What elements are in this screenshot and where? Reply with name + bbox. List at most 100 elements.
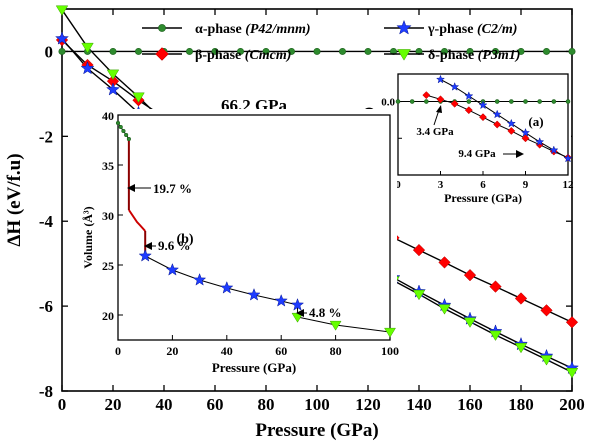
main-data-point [81, 42, 94, 54]
main-data-point [339, 47, 346, 55]
inset-a-panel-label: (a) [528, 114, 543, 129]
legend-label-group: (P3m1) [478, 48, 521, 63]
main-data-point [514, 342, 528, 354]
inset-a-data-point [435, 74, 446, 84]
main-data-point [466, 47, 474, 55]
inset-b-x-axis-label: Pressure (GPa) [212, 360, 296, 375]
inset-a-data-point [450, 99, 459, 108]
inset-a-data-point [509, 99, 514, 104]
inset-b-x-tick-label: 0 [115, 344, 121, 358]
inset-b-data-point [124, 132, 129, 138]
inset-a-data-point [537, 99, 542, 104]
legend-label: γ-phase (C2/m) [427, 22, 517, 37]
legend-label-phase: α-phase [195, 22, 245, 37]
legend-label: β-phase (Cmcm) [195, 48, 291, 63]
inset-a-data-point [464, 91, 474, 100]
legend-label-group: (C2/m) [477, 22, 517, 37]
inset-b-data-point [329, 320, 342, 331]
inset-a-data-point [492, 109, 502, 119]
main-data-point [132, 92, 145, 103]
inset-a-x-tick-label: 6 [480, 179, 486, 191]
inset-a-x-tick-label: 9 [523, 179, 529, 191]
inset-b-arrowhead [127, 184, 135, 192]
legend-label-group: (P42/mnm) [245, 22, 310, 37]
main-data-point [492, 47, 499, 55]
main-data-point [489, 330, 502, 341]
legend-marker [155, 47, 169, 61]
main-x-tick-label: 80 [258, 395, 275, 414]
main-data-point [58, 47, 66, 55]
main-x-tick-label: 0 [58, 395, 67, 414]
inset-b-arrowhead [144, 242, 152, 250]
inset-a-data-point [479, 113, 487, 122]
main-y-axis-label: ΔH (eV/f.u) [4, 153, 25, 246]
main-x-tick-label: 100 [304, 395, 330, 414]
main-data-point [565, 368, 579, 379]
inset-a-data-point [535, 137, 545, 146]
legend-marker [158, 24, 166, 32]
inset-a-y-tick-label: 0.0 [381, 97, 395, 109]
inset-b-x-tick-label: 80 [330, 344, 342, 358]
inset-b-data-point [118, 124, 123, 130]
inset-b-x-tick-label: 40 [221, 344, 233, 358]
legend-label: δ-phase (P3m1) [428, 48, 520, 63]
inset-b: 0 20 40 60 80 100 20 25 30 35 40 Pressure (GPa) Volu… [81, 109, 399, 378]
main-data-point [489, 280, 502, 293]
main-data-point [262, 47, 270, 55]
main-data-point [543, 47, 550, 55]
inset-b-y-tick-label: 20 [102, 309, 114, 323]
inset-a-data-point [563, 153, 573, 163]
inset-a-x-tick-label: 0 [395, 179, 401, 191]
legend-label-group: (Cmcm) [245, 48, 292, 63]
inset-a-arrow-line [433, 109, 440, 126]
legend-marker [396, 19, 412, 35]
main-x-axis-label: Pressure (GPa) [255, 420, 378, 441]
inset-b-data-point [274, 293, 288, 307]
inset-b-data-point [220, 280, 234, 294]
main-data-point [438, 256, 451, 269]
inset-a-data-point [409, 99, 415, 104]
inset-a-data-point [523, 99, 528, 104]
legend-marker [397, 49, 411, 61]
inset-b-data-point [290, 297, 305, 311]
inset-b-annotation-4-8: 4.8 % [309, 305, 342, 320]
inset-a-x-tick-label: 12 [563, 179, 575, 191]
inset-a-data-point [395, 99, 401, 104]
main-data-point [186, 47, 193, 55]
main-x-tick-label: 140 [406, 395, 432, 414]
main-data-point [568, 47, 576, 55]
inset-b-data-point [384, 327, 396, 338]
inset-a-data-point [521, 134, 530, 143]
inset-a-annotation-9-4: 9.4 GPa [458, 148, 496, 160]
main-data-point [540, 355, 553, 366]
inset-a-annotation-3-4: 3.4 GPa [416, 126, 454, 138]
inset-b-x-tick-label: 20 [166, 344, 178, 358]
main-data-point [109, 47, 117, 55]
main-y-tick-label: -2 [39, 127, 53, 146]
inset-b-y-tick-label: 30 [102, 209, 114, 223]
inset-a-arrowhead [516, 150, 524, 158]
inset-a-data-point [450, 81, 460, 91]
inset-b-data-point [192, 272, 207, 286]
main-y-tick-label: 0 [45, 42, 54, 61]
inset-b-x-tick-label: 100 [381, 344, 399, 358]
inset-b-frame [117, 114, 391, 341]
main-data-point [237, 47, 244, 55]
inset-a-data-point [506, 118, 516, 128]
inset-b-x-tick-label: 60 [275, 344, 287, 358]
main-x-tick-label: 40 [156, 395, 173, 414]
inset-a-data-point [551, 99, 557, 104]
main-x-tick-label: 20 [105, 395, 122, 414]
legend: α-phase (P42/mnm) γ-phase (C2/m) β-phase (… [142, 19, 520, 63]
inset-b-arrowhead [296, 309, 304, 317]
legend-label-phase: γ-phase [427, 22, 477, 37]
inset-b-annotation-9-6: 9.6 % [158, 238, 191, 253]
main-data-point [565, 316, 579, 329]
inset-a-data-point [507, 126, 516, 135]
main-data-point [288, 47, 295, 55]
main-data-point [514, 292, 528, 305]
legend-label: α-phase (P42/mnm) [195, 22, 311, 37]
main-data-point [438, 304, 451, 315]
main-y-tick-label: -8 [39, 382, 53, 401]
